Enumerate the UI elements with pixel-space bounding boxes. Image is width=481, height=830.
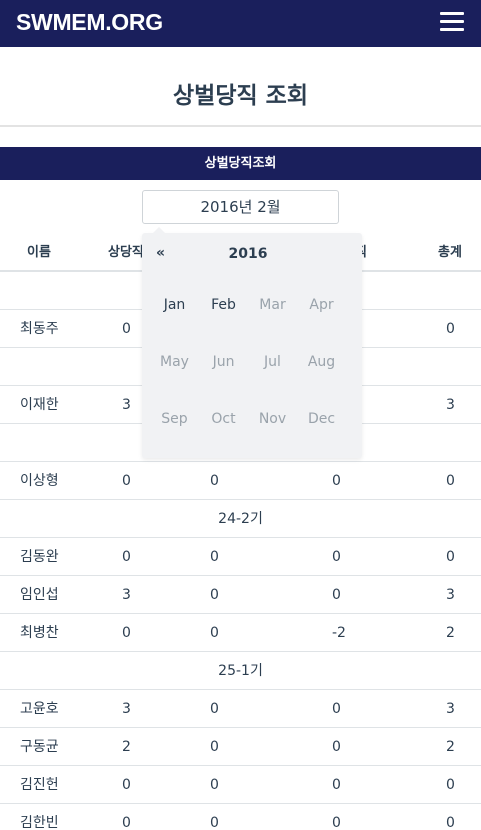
table-row: 김한빈 0 0 0 0	[0, 804, 481, 830]
cell-col1: 2	[122, 739, 131, 755]
cell-col3: -2	[332, 625, 346, 641]
cell-col2: 0	[210, 587, 219, 603]
group-row	[0, 424, 481, 462]
table-row: 최병찬 0 0 -2 2	[0, 614, 481, 652]
member-name: 김동완	[20, 549, 59, 565]
cell-total: 2	[446, 625, 455, 641]
cell-total: 0	[446, 321, 455, 337]
group-row: 24-2기	[0, 500, 481, 538]
cell-col2: 0	[210, 777, 219, 793]
cell-col2: 0	[210, 473, 219, 489]
table-row: 구동균 2 0 0 2	[0, 728, 481, 766]
cell-col3: 0	[332, 739, 341, 755]
table-row: 김진헌 0 0 0 0	[0, 766, 481, 804]
member-name: 구동균	[20, 739, 59, 755]
month-nov: Nov	[258, 411, 287, 427]
cell-col2: 0	[210, 701, 219, 717]
member-name: 김진헌	[20, 777, 59, 793]
header-col1[interactable]: 상당직	[108, 245, 144, 260]
cell-col3: 0	[332, 701, 341, 717]
cell-col1: 3	[122, 587, 131, 603]
cell-total: 3	[446, 701, 455, 717]
cell-col2: 0	[210, 739, 219, 755]
member-name: 임인섭	[20, 587, 59, 603]
month-mar: Mar	[259, 297, 286, 313]
cell-total: 3	[446, 397, 455, 413]
datepicker-year[interactable]: 2016	[228, 246, 268, 262]
cell-col3: 0	[332, 549, 341, 565]
month-jul: Jul	[264, 354, 281, 370]
month-jan[interactable]: Jan	[163, 297, 186, 313]
cell-col1: 0	[122, 473, 131, 489]
cell-col1: 0	[122, 321, 131, 337]
member-name: 이재한	[20, 397, 59, 413]
header-name[interactable]: 이름	[27, 245, 51, 260]
month-picker-input[interactable]: 2016년 2월	[142, 190, 339, 224]
popup-arrow	[152, 227, 166, 234]
month-oct: Oct	[211, 411, 236, 427]
cell-col2: 0	[210, 549, 219, 565]
hamburger-menu-icon[interactable]	[440, 12, 464, 32]
group-label: 25-1기	[218, 663, 263, 679]
month-feb[interactable]: Feb	[211, 297, 236, 313]
header-total[interactable]: 총계	[438, 245, 462, 260]
title-divider	[0, 125, 481, 127]
cell-total: 0	[446, 777, 455, 793]
cell-total: 0	[446, 815, 455, 830]
table-row: 임인섭 3 0 0 3	[0, 576, 481, 614]
brand-logo-link[interactable]: SWMEM.ORG	[16, 9, 163, 35]
prev-year-button[interactable]: «	[156, 245, 166, 261]
month-may: May	[160, 354, 189, 370]
top-navbar: SWMEM.ORG	[0, 0, 481, 47]
table-row: 고윤호 3 0 0 3	[0, 690, 481, 728]
cell-col3: 0	[332, 815, 341, 830]
group-label: 24-2기	[218, 511, 263, 527]
cell-col3: 0	[332, 587, 341, 603]
cell-col2: 0	[210, 815, 219, 830]
month-aug: Aug	[307, 354, 336, 370]
cell-col1: 0	[122, 625, 131, 641]
cell-col3: 0	[332, 473, 341, 489]
table-row: 이상형 0 0 0 0	[0, 462, 481, 500]
cell-total: 2	[446, 739, 455, 755]
member-name: 고윤호	[20, 701, 59, 717]
member-name: 최동주	[20, 321, 59, 337]
duty-table: 이름 상당직 직 총계 최동주00이재한33이상형000024-2기김동완000…	[0, 234, 481, 830]
cell-col2: 0	[210, 625, 219, 641]
cell-col1: 0	[122, 815, 131, 830]
member-name: 최병찬	[20, 625, 59, 641]
cell-col1: 0	[122, 777, 131, 793]
cell-col1: 0	[122, 549, 131, 565]
cell-col1: 3	[122, 701, 131, 717]
table-row: 김동완 0 0 0 0	[0, 538, 481, 576]
cell-total: 0	[446, 549, 455, 565]
month-jun: Jun	[212, 354, 235, 370]
month-apr: Apr	[309, 297, 334, 313]
cell-col1: 3	[122, 397, 131, 413]
cell-col3: 0	[332, 777, 341, 793]
cell-total: 0	[446, 473, 455, 489]
member-name: 이상형	[20, 473, 59, 489]
month-datepicker-popup: « 2016 Jan Feb Mar Apr May Jun Jul Aug Sep Oct Nov…	[142, 227, 362, 458]
page-title: 상벌당직 조회	[173, 83, 308, 109]
month-dec: Dec	[307, 411, 336, 427]
section-header: 상벌당직조회	[0, 147, 481, 180]
member-name: 김한빈	[20, 815, 59, 830]
cell-total: 3	[446, 587, 455, 603]
group-row: 25-1기	[0, 652, 481, 690]
month-sep: Sep	[161, 411, 188, 427]
